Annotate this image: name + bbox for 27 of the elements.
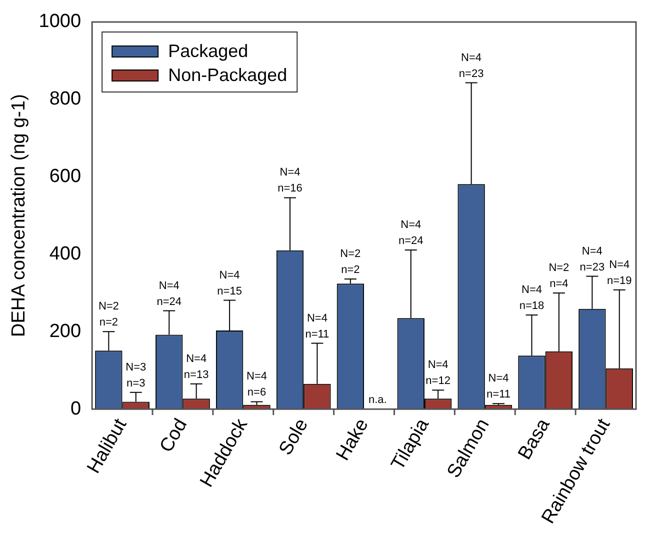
legend-label: Packaged — [168, 40, 248, 61]
annotation: N=4 n=11 — [486, 372, 510, 401]
annotation: N=4 n=15 — [217, 269, 242, 298]
annotation: N=4 n=12 — [426, 359, 450, 388]
annotation: N=4 n=23 — [580, 245, 605, 274]
annotation: N=4 n=24 — [156, 280, 182, 308]
annotation: N=4 n=16 — [278, 166, 302, 195]
annotation: N=2 n=2 — [340, 248, 361, 276]
y-tick-label: 400 — [49, 243, 82, 264]
annotation: N=4 n=13 — [184, 352, 209, 381]
annotation: N=2 n=4 — [548, 262, 570, 290]
annotation: N=3 n=3 — [126, 361, 146, 390]
y-axis-title: DEHA concentration (ng g-1) — [8, 94, 30, 337]
annotation: N=4 n=24 — [398, 218, 424, 247]
y-tick-label: 600 — [49, 166, 82, 188]
annotation: N=4 n=6 — [246, 370, 268, 399]
legend-label: Non-Packaged — [168, 64, 288, 85]
annotation: n.a. — [368, 394, 387, 406]
annotation: N=4 n=11 — [305, 312, 330, 340]
y-tick-label: 200 — [49, 320, 82, 342]
annotation: N=4 n=23 — [458, 52, 484, 80]
annotation: N=2 n=2 — [98, 300, 119, 329]
y-tick-label: 800 — [49, 88, 82, 110]
annotation: N=4 n=19 — [606, 258, 632, 287]
y-tick-label: 1000 — [38, 11, 82, 32]
annotation: N=4 n=18 — [519, 284, 544, 312]
y-tick-label: 0 — [70, 398, 82, 420]
